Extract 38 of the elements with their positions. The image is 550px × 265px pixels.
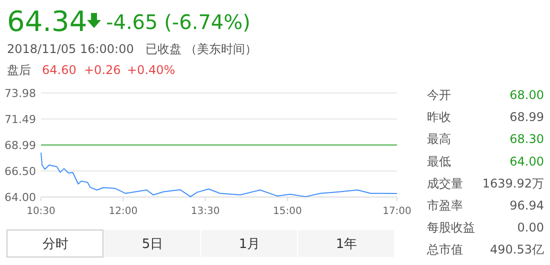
chart-subtitle: -4.65 (-6.74%) — [106, 10, 250, 34]
y-tick-label: 66.50 — [4, 164, 36, 178]
text: 分时 — [42, 237, 68, 252]
y-tick-label: 71.49 — [4, 112, 36, 126]
text: 68.30 — [510, 132, 544, 146]
y-tick-label: 68.99 — [4, 139, 36, 152]
x-tick-label: 12:00 — [108, 206, 138, 217]
text: 1639.92万 — [482, 176, 544, 190]
text: 盘后 — [7, 63, 31, 77]
chart-title: 64.34 — [7, 5, 88, 38]
text: 64.00 — [510, 154, 544, 168]
text: 2018/11/05 16:00:00 已收盘 （美东时间） — [7, 42, 258, 56]
y-tick-label: 64.00 — [4, 191, 36, 204]
text: 68.00 — [510, 88, 544, 102]
text: +0.40% — [127, 63, 176, 77]
text: 最低 — [427, 154, 451, 168]
x-tick-label: 13:30 — [190, 206, 220, 217]
text: 1月 — [238, 237, 260, 252]
x-tick-label: 10:30 — [26, 206, 56, 217]
text: +0.26 — [84, 63, 121, 77]
text: 每股收益 — [427, 220, 475, 235]
x-tick-label: 17:00 — [382, 206, 412, 217]
text: 最高 — [427, 132, 451, 146]
text: 成交量 — [427, 176, 463, 190]
text: 昨收 — [427, 110, 451, 124]
text: 今开 — [427, 88, 451, 102]
text: 0.00 — [517, 220, 544, 235]
line-series — [40, 152, 398, 198]
text: 总市值 — [426, 242, 463, 257]
y-tick-label: 73.98 — [4, 87, 36, 100]
x-tick-label: 15:00 — [273, 206, 302, 217]
text: 64.60 — [42, 63, 76, 77]
text: 68.99 — [510, 110, 544, 124]
text: 1年 — [336, 237, 358, 252]
text: 5日 — [142, 237, 164, 252]
text: 96.94 — [510, 198, 544, 212]
text: 490.53亿 — [490, 242, 544, 257]
text: 市盈率 — [427, 198, 463, 212]
